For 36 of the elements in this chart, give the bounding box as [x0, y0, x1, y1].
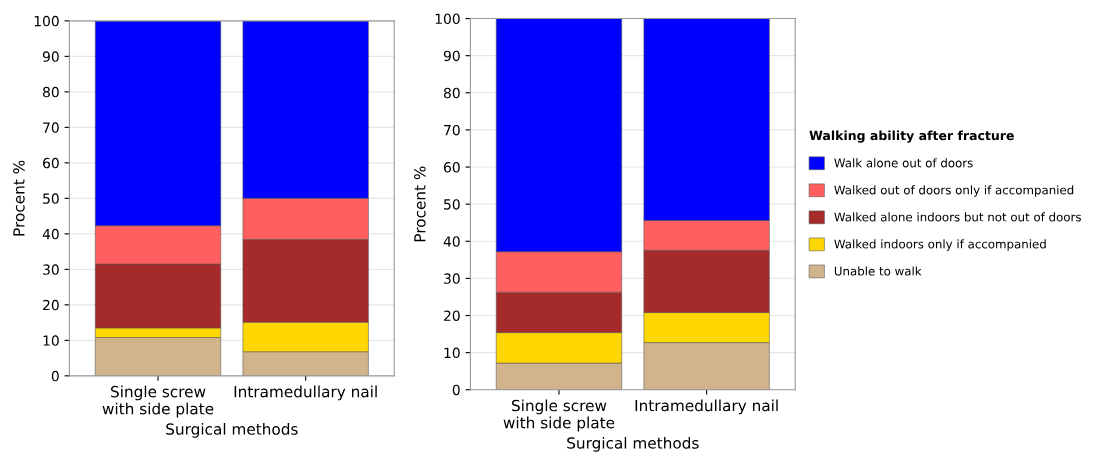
- x-axis-title: Surgical methods: [567, 436, 699, 452]
- y-tick-label: 70: [43, 122, 59, 133]
- y-tick-label: 40: [443, 236, 460, 247]
- x-axis-title: Surgical methods: [166, 423, 298, 438]
- y-axis-title: Procent %: [414, 166, 426, 242]
- y-tick-label: 0: [51, 370, 59, 382]
- y-tick-label: 50: [444, 199, 460, 210]
- y-tick-label: 20: [444, 310, 460, 321]
- legend-label: Walked indoors only if accompanied: [834, 239, 1046, 251]
- x-tick-label: Intramedullary nail: [234, 385, 377, 401]
- y-tick-label: 50: [43, 193, 59, 204]
- legend-label: Walked alone indoors but not out of doors: [834, 212, 1081, 222]
- y-tick-label: 30: [43, 264, 59, 275]
- y-tick-label: 90: [443, 50, 460, 62]
- y-tick-label: 40: [42, 228, 59, 240]
- x-tick-label: Single screw with side plate: [503, 399, 615, 432]
- legend-label: Walk alone out of doors: [834, 158, 973, 168]
- y-tick-label: 30: [444, 273, 460, 284]
- y-tick-label: 100: [34, 15, 59, 27]
- y-tick-label: 100: [435, 13, 460, 25]
- legend-label: Unable to walk: [834, 266, 922, 276]
- y-tick-label: 70: [444, 124, 460, 136]
- y-tick-label: 10: [43, 335, 59, 346]
- x-tick-label: Single screw with side plate: [102, 385, 214, 418]
- legend-title: Walking ability after fracture: [809, 130, 1014, 143]
- y-tick-label: 20: [43, 299, 59, 311]
- x-tick-label: Intramedullary nail: [635, 399, 778, 415]
- y-tick-label: 60: [443, 162, 460, 173]
- y-tick-label: 80: [42, 86, 59, 98]
- y-tick-label: 60: [43, 157, 59, 169]
- y-axis-title: Procent %: [13, 160, 25, 236]
- legend-label: Walked out of doors only if accompanied: [834, 185, 1074, 197]
- y-tick-label: 80: [443, 87, 460, 99]
- y-tick-label: 0: [452, 384, 460, 396]
- y-tick-label: 90: [42, 51, 59, 62]
- y-tick-label: 10: [444, 347, 460, 359]
